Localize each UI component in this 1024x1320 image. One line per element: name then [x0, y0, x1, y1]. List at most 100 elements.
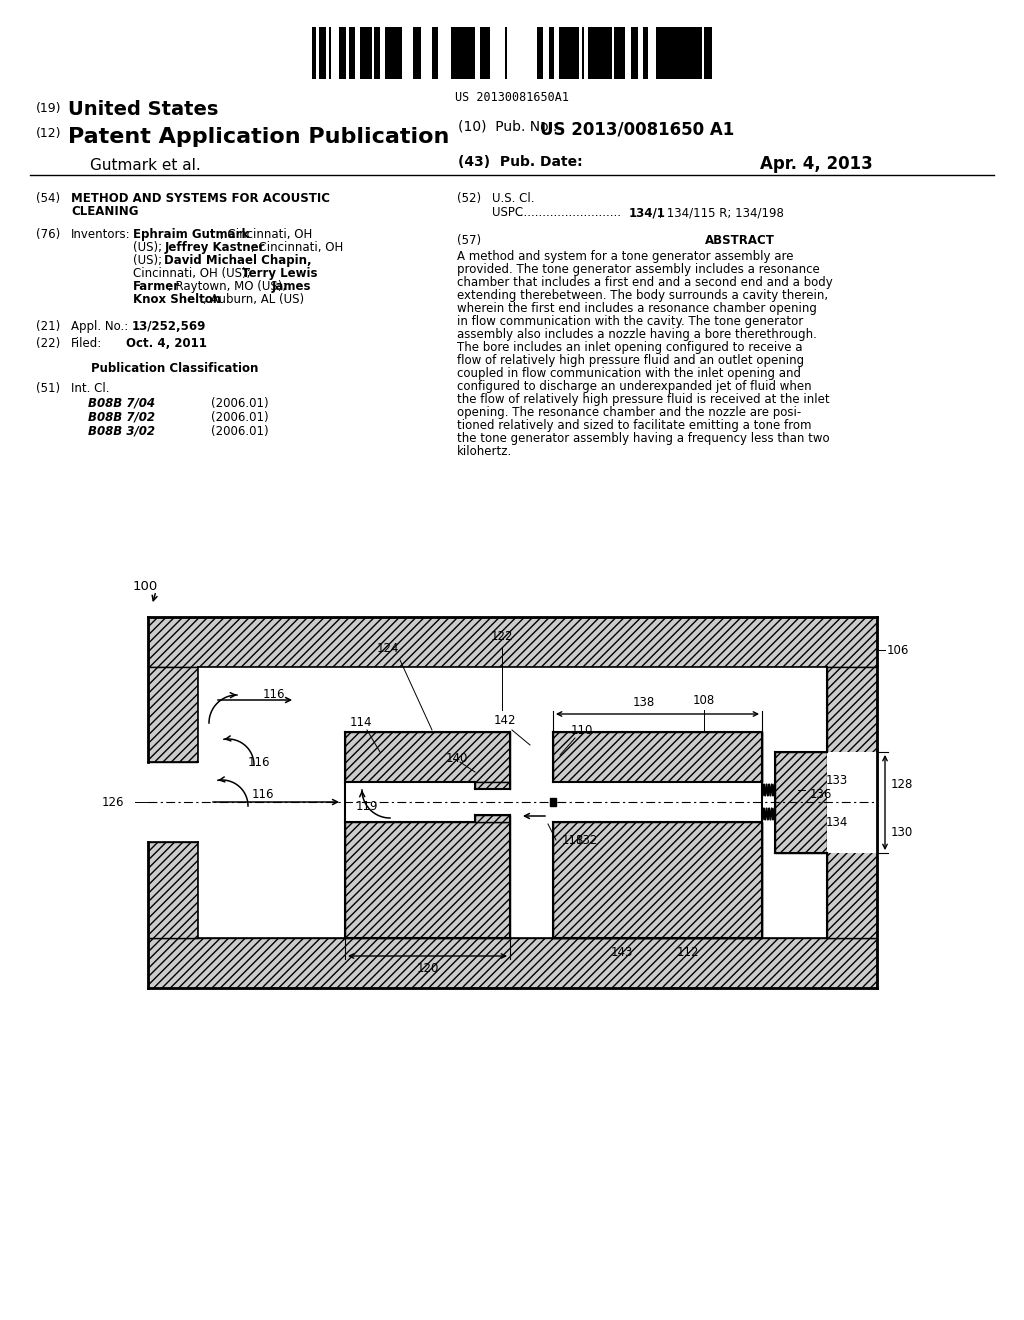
Bar [475, 789, 510, 814]
Text: (21): (21) [36, 319, 60, 333]
Bar [418, 26, 421, 79]
Bar [827, 667, 877, 939]
Text: The bore includes an inlet opening configured to receive a: The bore includes an inlet opening confi… [457, 341, 803, 354]
Text: 112: 112 [677, 945, 699, 958]
Text: Appl. No.:: Appl. No.: [71, 319, 136, 333]
Bar [588, 26, 593, 79]
Bar [664, 26, 666, 79]
Bar [368, 26, 372, 79]
Bar [553, 783, 762, 821]
Bar [559, 26, 561, 79]
Bar [569, 26, 573, 79]
Text: CLEANING: CLEANING [71, 205, 138, 218]
Text: US 2013/0081650 A1: US 2013/0081650 A1 [540, 120, 734, 139]
Bar [707, 26, 712, 79]
Bar [827, 752, 877, 853]
Bar [553, 781, 762, 822]
Text: (19): (19) [36, 102, 61, 115]
Text: 140: 140 [446, 751, 468, 764]
Bar [432, 26, 438, 79]
Text: James: James [271, 280, 311, 293]
Bar [392, 26, 396, 79]
Text: tioned relatively and sized to facilitate emitting a tone from: tioned relatively and sized to facilitat… [457, 418, 811, 432]
Bar [679, 26, 685, 79]
Text: Ephraim Gutmark: Ephraim Gutmark [133, 228, 249, 242]
Bar [593, 26, 596, 79]
Bar [329, 26, 331, 79]
Bar [198, 667, 827, 939]
Bar [656, 26, 662, 79]
Bar [643, 26, 648, 79]
Text: Knox Shelton: Knox Shelton [133, 293, 221, 306]
Text: 122: 122 [490, 631, 513, 644]
Bar [553, 733, 762, 781]
Text: Inventors:: Inventors: [71, 228, 131, 242]
Text: , Auburn, AL (US): , Auburn, AL (US) [203, 293, 304, 306]
Text: 116: 116 [263, 688, 286, 701]
Text: US 20130081650A1: US 20130081650A1 [455, 91, 569, 104]
Text: 126: 126 [101, 796, 124, 808]
Text: ............................: ............................ [517, 206, 622, 219]
Text: (2006.01): (2006.01) [211, 397, 268, 411]
Text: 130: 130 [891, 826, 913, 840]
Bar [385, 26, 390, 79]
Text: , Cincinnati, OH: , Cincinnati, OH [251, 242, 343, 253]
Bar [618, 26, 625, 79]
Text: Farmer: Farmer [133, 280, 180, 293]
Text: 134/1: 134/1 [629, 206, 666, 219]
Bar [198, 667, 827, 939]
Bar [614, 26, 618, 79]
Text: 128: 128 [891, 779, 913, 792]
Text: Gutmark et al.: Gutmark et al. [90, 158, 201, 173]
Text: configured to discharge an underexpanded jet of fluid when: configured to discharge an underexpanded… [457, 380, 812, 393]
Bar [312, 26, 316, 79]
Bar [602, 26, 606, 79]
Text: (54): (54) [36, 191, 60, 205]
Text: USPC: USPC [492, 206, 523, 219]
Bar [475, 781, 510, 789]
Bar [553, 822, 762, 939]
Text: (43)  Pub. Date:: (43) Pub. Date: [458, 154, 583, 169]
Bar [582, 26, 584, 79]
Bar [687, 26, 691, 79]
Text: 133: 133 [826, 774, 848, 787]
Bar [365, 26, 368, 79]
Bar [775, 752, 827, 853]
Bar [451, 26, 454, 79]
Text: (12): (12) [36, 127, 61, 140]
Text: Filed:: Filed: [71, 337, 102, 350]
Bar [505, 26, 507, 79]
Bar [827, 752, 877, 853]
Bar [705, 26, 707, 79]
Bar [319, 26, 323, 79]
Bar [633, 26, 636, 79]
Bar [148, 616, 877, 667]
Text: A method and system for a tone generator assembly are: A method and system for a tone generator… [457, 249, 794, 263]
Bar [677, 26, 679, 79]
Text: Oct. 4, 2011: Oct. 4, 2011 [126, 337, 207, 350]
Bar [670, 26, 673, 79]
Text: opening. The resonance chamber and the nozzle are posi-: opening. The resonance chamber and the n… [457, 407, 801, 418]
Bar [475, 814, 510, 822]
Text: ; 134/115 R; 134/198: ; 134/115 R; 134/198 [659, 206, 784, 219]
Text: assembly also includes a nozzle having a bore therethrough.: assembly also includes a nozzle having a… [457, 327, 817, 341]
Text: 116: 116 [248, 755, 270, 768]
Text: , Cincinnati, OH: , Cincinnati, OH [220, 228, 312, 242]
Text: 142: 142 [494, 714, 516, 726]
Bar [396, 26, 402, 79]
Bar [827, 752, 877, 853]
Text: 106: 106 [887, 644, 909, 656]
Bar [339, 26, 344, 79]
Text: B08B 7/02: B08B 7/02 [88, 411, 155, 424]
Bar [374, 26, 380, 79]
Text: kilohertz.: kilohertz. [457, 445, 512, 458]
Text: 108: 108 [693, 693, 715, 706]
Bar [662, 26, 664, 79]
Text: in flow communication with the cavity. The tone generator: in flow communication with the cavity. T… [457, 315, 803, 327]
Text: United States: United States [68, 100, 218, 119]
Text: 110: 110 [570, 723, 593, 737]
Bar [685, 26, 687, 79]
Bar [553, 733, 762, 781]
Bar [554, 733, 761, 937]
Bar [666, 26, 670, 79]
